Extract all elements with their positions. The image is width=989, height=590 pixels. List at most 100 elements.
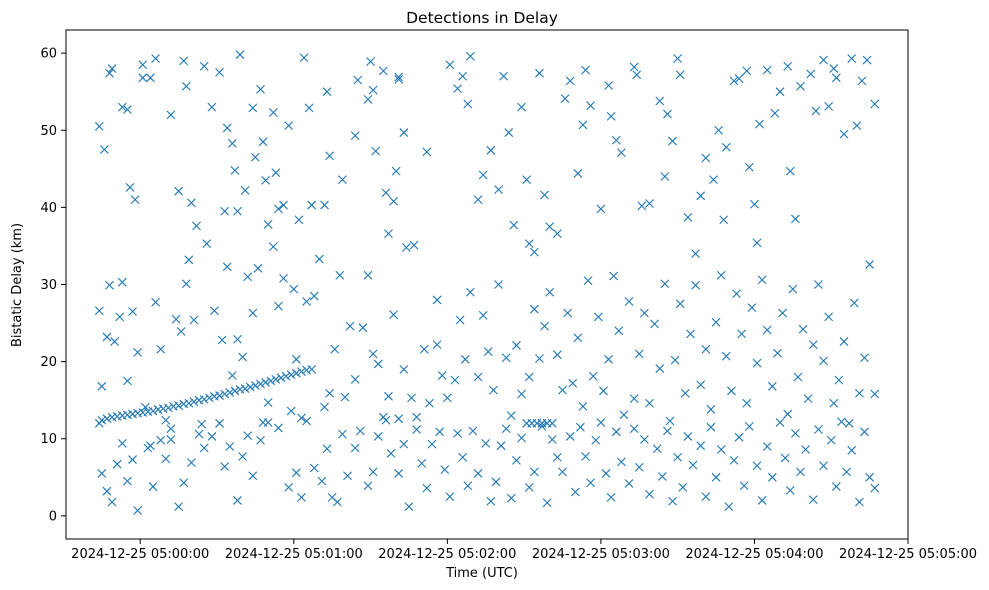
data-point [852, 121, 862, 131]
data-point [788, 284, 798, 294]
data-point [102, 332, 112, 342]
x-tick-label: 2024-12-25 05:03:00 [532, 547, 670, 562]
data-point [130, 195, 140, 205]
data-point [325, 388, 334, 398]
data-point [640, 308, 649, 318]
data-point [839, 129, 849, 139]
data-point [481, 438, 491, 448]
data-point [271, 374, 281, 384]
data-point [673, 452, 683, 462]
data-point [798, 324, 808, 334]
data-point [540, 190, 549, 200]
data-point [240, 384, 250, 394]
data-point [847, 54, 857, 63]
data-point [350, 131, 360, 141]
data-point [706, 405, 716, 414]
data-point [494, 185, 503, 195]
data-point [138, 73, 148, 83]
data-point [384, 391, 393, 401]
data-point [517, 102, 526, 112]
data-point [665, 416, 675, 426]
data-point [151, 297, 160, 307]
data-point [151, 54, 160, 63]
data-point [650, 319, 660, 329]
data-point [222, 262, 232, 272]
data-point [189, 397, 199, 407]
data-point [796, 81, 805, 91]
data-point [675, 70, 685, 80]
data-point [537, 422, 547, 431]
data-point [499, 71, 509, 81]
data-point [163, 403, 173, 413]
data-point [558, 385, 567, 395]
data-point [435, 427, 445, 437]
data-point [540, 321, 549, 331]
data-point [545, 287, 555, 297]
data-point [325, 151, 334, 161]
data-point [811, 106, 821, 116]
data-point [371, 146, 381, 156]
data-point [297, 492, 306, 502]
data-point [747, 303, 757, 313]
data-point [678, 482, 688, 492]
y-tick-label: 50 [40, 124, 57, 139]
data-point [629, 394, 639, 404]
data-point [343, 471, 352, 481]
data-point [181, 279, 191, 289]
data-point [291, 468, 301, 478]
data-point [102, 486, 112, 496]
data-point [274, 423, 283, 433]
data-point [680, 388, 690, 398]
axes-frame [65, 29, 909, 540]
data-point [593, 312, 603, 322]
data-point [314, 254, 324, 264]
data-point [256, 435, 265, 445]
data-point [565, 76, 575, 86]
data-point [578, 401, 588, 411]
data-point [645, 199, 654, 208]
data-point [363, 95, 373, 104]
data-point [634, 462, 644, 472]
data-point [739, 481, 749, 491]
data-point [417, 459, 427, 468]
data-point [742, 398, 752, 408]
data-point [645, 398, 654, 408]
data-point [732, 289, 741, 299]
data-point [819, 55, 828, 65]
data-point [581, 65, 590, 75]
data-point [174, 502, 183, 511]
data-point [268, 108, 278, 117]
data-point [663, 426, 672, 436]
data-point [128, 307, 137, 316]
data-point [107, 64, 117, 73]
data-point [320, 402, 329, 412]
data-point [274, 204, 283, 214]
data-point [870, 483, 880, 493]
data-point [412, 425, 422, 434]
data-point [668, 136, 677, 146]
data-point [814, 280, 823, 289]
data-point [368, 349, 378, 359]
data-point [744, 162, 754, 172]
data-point [762, 325, 772, 335]
data-point [847, 445, 857, 455]
data-point [263, 398, 273, 407]
x-tick-label: 2024-12-25 05:05:00 [839, 547, 977, 562]
data-point [161, 454, 171, 464]
data-point [238, 352, 247, 362]
data-point [663, 109, 672, 119]
data-point [632, 70, 642, 80]
data-point [558, 467, 567, 477]
data-point [115, 312, 125, 322]
data-point [568, 378, 578, 388]
data-point [217, 335, 227, 345]
data-point [279, 200, 288, 210]
data-point [517, 389, 526, 399]
data-point [701, 153, 711, 163]
data-point [637, 201, 647, 211]
y-axis-ticks: 0 10 20 30 40 50 60 [40, 47, 66, 524]
data-point [660, 279, 670, 289]
data-point [233, 496, 242, 505]
data-point [721, 351, 731, 361]
data-point [281, 371, 291, 381]
